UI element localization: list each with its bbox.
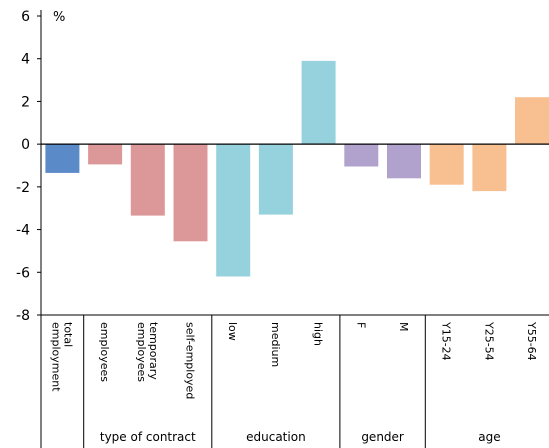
category-label: medium [269, 322, 282, 367]
bar [301, 60, 336, 145]
group-label: education [246, 430, 306, 444]
category-label-line: employees [98, 322, 111, 382]
group-label: age [478, 430, 500, 444]
category-label: M [397, 322, 410, 332]
category-label-line: employees [135, 322, 148, 382]
category-label-line: high [312, 322, 325, 346]
category-label: Y25-54 [482, 321, 495, 361]
bar [216, 144, 251, 277]
bar [387, 144, 421, 179]
category-label: employees [98, 322, 111, 382]
bar [429, 144, 464, 185]
y-tick-label: -4 [16, 223, 30, 239]
category-label-line: Y55-64 [525, 321, 538, 361]
category-label-line: temporary [147, 322, 160, 380]
category-label-line: F [354, 322, 367, 328]
category-label-line: medium [269, 322, 282, 367]
category-label-line: low [226, 322, 239, 341]
category-label-line: self-employed [184, 322, 197, 399]
unit-label: % [53, 10, 65, 25]
y-tick-label: -2 [16, 180, 30, 196]
category-label-line: Y15-24 [440, 321, 453, 361]
bar [88, 144, 123, 165]
bar [45, 144, 80, 173]
category-label-line: M [397, 322, 410, 332]
group-label: gender [361, 430, 404, 444]
bar [173, 144, 208, 242]
group-label: type of contract [100, 430, 196, 444]
category-label: F [354, 322, 367, 328]
bar [344, 144, 379, 167]
category-label-line: Y25-54 [482, 321, 495, 361]
y-tick-label: -6 [16, 265, 30, 281]
category-label: low [226, 322, 239, 341]
category-label: Y55-64 [525, 321, 538, 361]
bar [258, 144, 293, 215]
category-label-line: total [61, 322, 74, 347]
y-tick-label: 4 [21, 52, 30, 68]
y-tick-label: 6 [21, 9, 30, 25]
y-tick-label: 0 [21, 137, 30, 153]
category-label: self-employed [184, 322, 197, 399]
y-tick-label: 2 [21, 94, 30, 110]
bar [515, 97, 549, 145]
category-label: Y15-24 [440, 321, 453, 361]
bar [472, 144, 507, 192]
bar [130, 144, 165, 216]
y-tick-label: -8 [16, 308, 30, 324]
category-label: high [312, 322, 325, 346]
category-label-line: employment [49, 322, 62, 392]
